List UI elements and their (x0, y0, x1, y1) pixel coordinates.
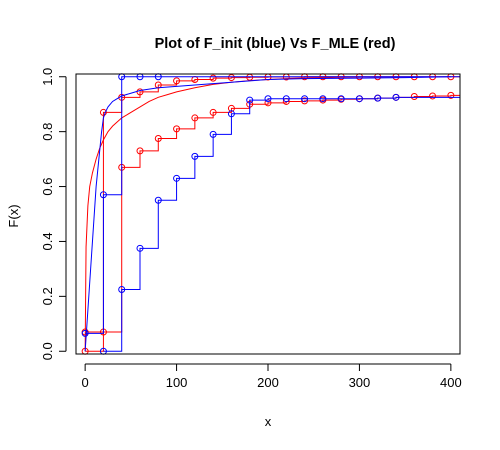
data-point (282, 95, 290, 103)
data-point (173, 77, 181, 85)
data-point (154, 135, 162, 143)
series-line (85, 94, 460, 352)
data-point (227, 110, 235, 118)
y-axis-label: F(x) (6, 204, 21, 227)
data-point (99, 108, 107, 116)
plot-frame (75, 73, 461, 355)
series-line (84, 76, 451, 352)
data-point (301, 95, 309, 103)
data-point (227, 104, 235, 112)
y-tick-label: 0.0 (40, 342, 55, 360)
data-point (301, 97, 309, 105)
data-point (355, 95, 363, 103)
data-point (191, 152, 199, 160)
series-5 (84, 76, 451, 352)
series-line (85, 76, 460, 333)
data-point (246, 96, 254, 104)
y-tick-label: 0.4 (40, 232, 55, 250)
data-point (429, 92, 437, 100)
data-point (209, 130, 217, 138)
series-line (85, 76, 460, 334)
y-tick-label: 1.0 (40, 68, 55, 86)
series-line (84, 76, 360, 352)
series-3 (99, 93, 460, 355)
data-point (264, 95, 272, 103)
series-0 (81, 91, 460, 355)
data-point (81, 329, 89, 337)
data-point (173, 174, 181, 182)
axis-layer: 0 100 200 300 400 0.0 0.2 0.4 0.6 0.8 1.0 (40, 68, 462, 390)
data-point (136, 147, 144, 155)
data-point (118, 285, 126, 293)
series-1 (81, 73, 460, 336)
x-axis-label: x (265, 414, 272, 429)
data-point (99, 191, 107, 199)
data-point (337, 95, 345, 103)
series-layer (81, 73, 460, 355)
x-tick-label: 300 (349, 375, 371, 390)
data-point (392, 93, 400, 101)
data-point (447, 91, 455, 99)
series-2 (84, 76, 360, 352)
data-point (191, 114, 199, 122)
x-tick-label: 200 (257, 375, 279, 390)
series-line (103, 96, 460, 352)
x-tick-label: 400 (440, 375, 462, 390)
chart-title: Plot of F_init (blue) Vs F_MLE (red) (155, 36, 396, 52)
y-tick-label: 0.8 (40, 123, 55, 141)
data-point (374, 94, 382, 102)
data-point (173, 125, 181, 133)
x-tick-label: 100 (166, 375, 188, 390)
x-tick-label: 0 (82, 375, 89, 390)
data-point (136, 244, 144, 252)
series-4 (81, 73, 460, 337)
data-point (209, 108, 217, 116)
y-tick-label: 0.2 (40, 287, 55, 305)
data-point (319, 95, 327, 103)
y-tick-label: 0.6 (40, 178, 55, 196)
data-point (209, 74, 217, 82)
data-point (410, 93, 418, 101)
data-point (227, 74, 235, 82)
data-point (154, 196, 162, 204)
